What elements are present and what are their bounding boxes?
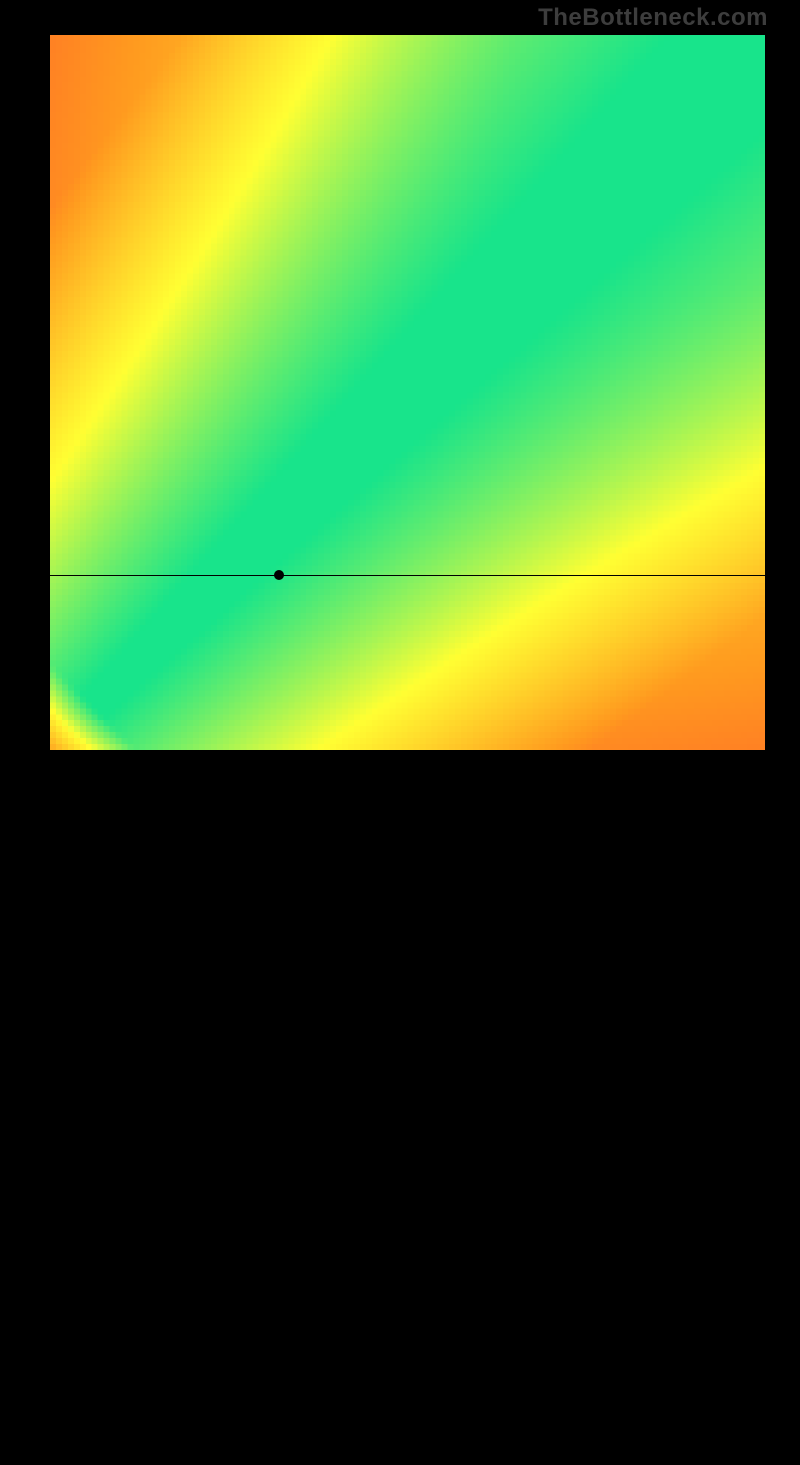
heatmap-canvas xyxy=(50,35,765,750)
heatmap-plot xyxy=(50,35,765,750)
watermark-text: TheBottleneck.com xyxy=(538,4,768,32)
crosshair-horizontal xyxy=(50,575,765,576)
crosshair-vertical xyxy=(279,750,280,1465)
crosshair-dot xyxy=(274,570,284,580)
